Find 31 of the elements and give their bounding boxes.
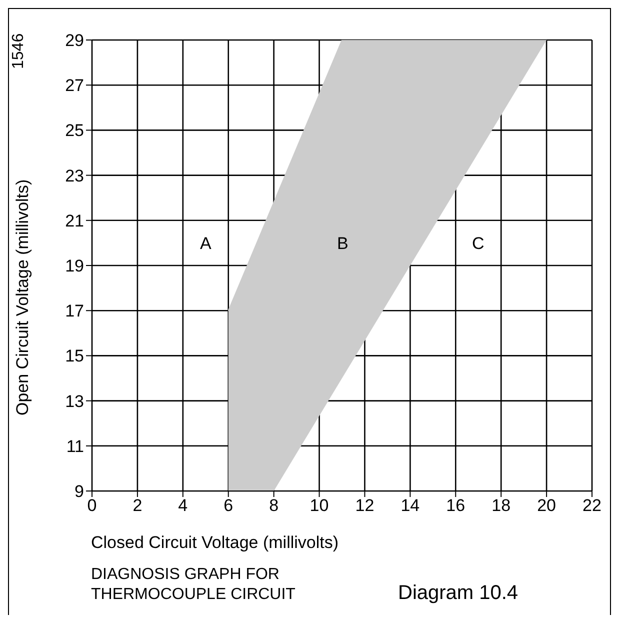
text: Diagram 10.4	[398, 582, 518, 605]
y-tick-label: 21	[65, 211, 84, 230]
y-tick-label: 19	[65, 256, 84, 276]
x-tick-label: 12	[355, 496, 374, 516]
annotation: A	[200, 234, 212, 254]
annotation: B	[337, 234, 348, 254]
y-tick-label: 27	[65, 76, 84, 96]
y-axis-title: Open Circuit Voltage (millivolts)	[13, 179, 32, 416]
text: 1546	[9, 33, 28, 71]
x-tick-label: 18	[492, 496, 511, 516]
x-tick-label: 14	[400, 496, 420, 516]
text: DIAGNOSIS GRAPH FOR THERMOCOUPLE CIRCUIT	[91, 565, 296, 605]
x-tick-label: 20	[537, 496, 556, 516]
y-tick-label: 9	[74, 482, 84, 502]
x-tick-label: 10	[310, 496, 329, 516]
y-tick-label: 11	[66, 436, 84, 456]
x-tick-label: 16	[446, 496, 466, 516]
y-tick-label: 15	[65, 346, 84, 366]
x-tick-label: 22	[582, 496, 602, 516]
x-axis-title: Closed Circuit Voltage (millivolts)	[91, 533, 339, 553]
x-tick-label: 4	[178, 496, 188, 516]
x-tick-label: 2	[132, 496, 142, 516]
x-tick-label: 8	[269, 496, 279, 516]
y-tick-label: 25	[65, 121, 84, 140]
x-tick-label: 0	[87, 496, 97, 516]
annotation: C	[472, 234, 484, 254]
y-tick-label: 13	[65, 392, 84, 411]
x-tick-label: 6	[224, 496, 234, 516]
y-tick-label: 17	[65, 302, 84, 321]
y-tick-label: 23	[65, 166, 84, 186]
y-tick-label: 29	[65, 31, 84, 50]
